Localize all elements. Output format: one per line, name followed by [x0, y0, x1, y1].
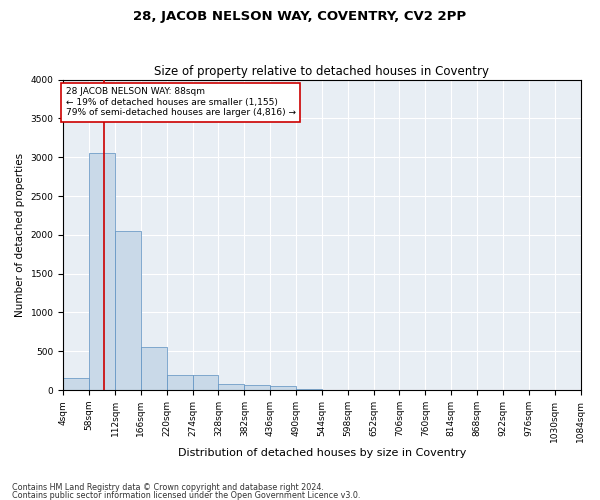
Bar [296, 388, 322, 390]
Bar [244, 386, 270, 390]
Bar [193, 375, 218, 390]
X-axis label: Distribution of detached houses by size in Coventry: Distribution of detached houses by size … [178, 448, 466, 458]
Bar [218, 384, 244, 390]
Bar [89, 154, 115, 390]
Bar [270, 386, 296, 390]
Text: 28 JACOB NELSON WAY: 88sqm
← 19% of detached houses are smaller (1,155)
79% of s: 28 JACOB NELSON WAY: 88sqm ← 19% of deta… [65, 88, 296, 117]
Text: 28, JACOB NELSON WAY, COVENTRY, CV2 2PP: 28, JACOB NELSON WAY, COVENTRY, CV2 2PP [133, 10, 467, 23]
Bar [63, 378, 89, 390]
Text: Contains HM Land Registry data © Crown copyright and database right 2024.: Contains HM Land Registry data © Crown c… [12, 484, 324, 492]
Bar [167, 374, 193, 390]
Bar [115, 231, 141, 390]
Y-axis label: Number of detached properties: Number of detached properties [15, 153, 25, 317]
Title: Size of property relative to detached houses in Coventry: Size of property relative to detached ho… [154, 66, 490, 78]
Bar [141, 348, 167, 390]
Text: Contains public sector information licensed under the Open Government Licence v3: Contains public sector information licen… [12, 490, 361, 500]
